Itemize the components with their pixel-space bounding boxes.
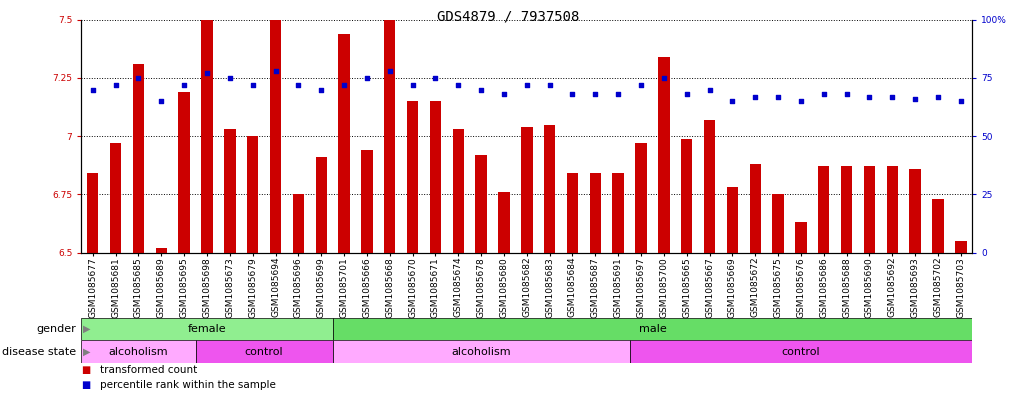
Bar [955, 241, 966, 253]
Bar [293, 195, 304, 253]
Text: ▶: ▶ [83, 324, 91, 334]
Bar [933, 199, 944, 253]
Bar [201, 20, 213, 253]
Bar [224, 129, 236, 253]
Point [84, 86, 101, 93]
Bar [333, 340, 630, 363]
Bar [521, 127, 533, 253]
Bar [887, 167, 898, 253]
Bar [430, 101, 441, 253]
Point [519, 82, 535, 88]
Text: ■: ■ [81, 365, 91, 375]
Bar [133, 64, 144, 253]
Bar [156, 248, 167, 253]
Point [678, 91, 695, 97]
Bar [407, 101, 418, 253]
Text: alcoholism: alcoholism [452, 347, 511, 357]
Bar [727, 187, 738, 253]
Bar [195, 340, 333, 363]
Bar [636, 143, 647, 253]
Point [838, 91, 854, 97]
Bar [475, 155, 487, 253]
Bar [863, 167, 876, 253]
Bar [315, 157, 326, 253]
Point [496, 91, 513, 97]
Text: ■: ■ [81, 380, 91, 390]
Point [154, 98, 170, 105]
Text: alcoholism: alcoholism [109, 347, 168, 357]
Bar [339, 34, 350, 253]
Point [336, 82, 352, 88]
Point [244, 82, 260, 88]
Text: male: male [639, 324, 666, 334]
Point [884, 94, 900, 100]
Bar [81, 318, 333, 340]
Bar [247, 136, 258, 253]
Bar [270, 20, 282, 253]
Point [724, 98, 740, 105]
Point [541, 82, 557, 88]
Point [907, 96, 923, 102]
Bar [630, 340, 972, 363]
Point [222, 75, 238, 81]
Bar [590, 173, 601, 253]
Bar [110, 143, 121, 253]
Point [770, 94, 786, 100]
Point [313, 86, 330, 93]
Bar [333, 318, 972, 340]
Bar [612, 173, 623, 253]
Text: control: control [782, 347, 821, 357]
Bar [384, 20, 396, 253]
Point [861, 94, 878, 100]
Bar [772, 195, 784, 253]
Text: control: control [245, 347, 284, 357]
Text: female: female [188, 324, 227, 334]
Point [405, 82, 421, 88]
Text: GDS4879 / 7937508: GDS4879 / 7937508 [437, 10, 580, 24]
Point [108, 82, 124, 88]
Point [130, 75, 146, 81]
Point [656, 75, 672, 81]
Point [451, 82, 467, 88]
Point [793, 98, 810, 105]
Point [816, 91, 832, 97]
Point [564, 91, 581, 97]
Point [176, 82, 192, 88]
Point [290, 82, 306, 88]
Bar [87, 173, 99, 253]
Bar [750, 164, 761, 253]
Text: gender: gender [37, 324, 76, 334]
Point [930, 94, 946, 100]
Bar [704, 120, 715, 253]
Point [587, 91, 603, 97]
Point [199, 70, 216, 76]
Text: disease state: disease state [2, 347, 76, 357]
Text: ▶: ▶ [83, 347, 91, 357]
Bar [681, 138, 693, 253]
Point [633, 82, 649, 88]
Point [427, 75, 443, 81]
Point [702, 86, 718, 93]
Point [381, 68, 398, 74]
Bar [81, 340, 195, 363]
Bar [818, 167, 830, 253]
Point [359, 75, 375, 81]
Bar [498, 192, 510, 253]
Point [473, 86, 489, 93]
Bar [178, 92, 190, 253]
Bar [841, 167, 852, 253]
Bar [658, 57, 669, 253]
Point [953, 98, 969, 105]
Text: percentile rank within the sample: percentile rank within the sample [100, 380, 276, 390]
Bar [566, 173, 579, 253]
Bar [795, 222, 806, 253]
Bar [453, 129, 464, 253]
Bar [361, 150, 372, 253]
Bar [544, 125, 555, 253]
Bar [909, 169, 920, 253]
Point [747, 94, 764, 100]
Point [610, 91, 626, 97]
Point [267, 68, 284, 74]
Text: transformed count: transformed count [100, 365, 197, 375]
